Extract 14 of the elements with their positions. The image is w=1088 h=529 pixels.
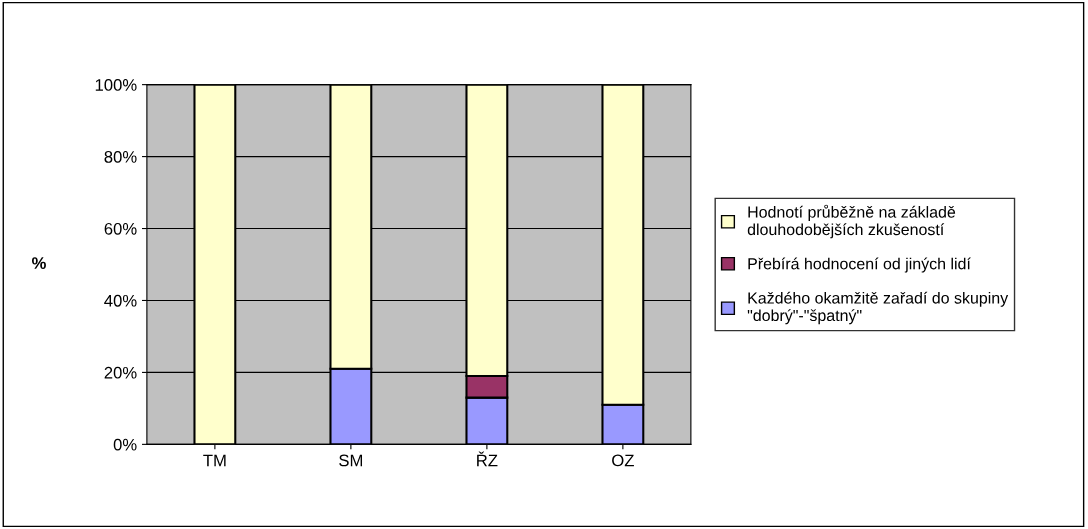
legend-label: Přebírá hodnocení od jiných lidí [748,257,971,273]
legend-label: Každého okamžitě zařadí do skupiny "dobrý"-"špatný" [747,291,1009,325]
x-tick-label: TM [203,454,226,467]
x-tick-label: ŘZ [477,451,498,467]
y-axis-title: % [31,257,46,269]
y-tick-label: 0% [113,438,137,451]
y-tick-label: 20% [104,366,137,379]
y-tick-label: 100% [95,79,137,91]
legend-label: Hodnotí průběžně na základě dlouhodobějších zkušeností [747,204,956,239]
x-tick-label: SM [339,454,363,467]
y-tick-label: 40% [104,294,137,307]
y-tick-label: 80% [104,150,137,163]
y-tick-label: 60% [104,222,137,235]
x-tick-label: OZ [612,454,634,467]
